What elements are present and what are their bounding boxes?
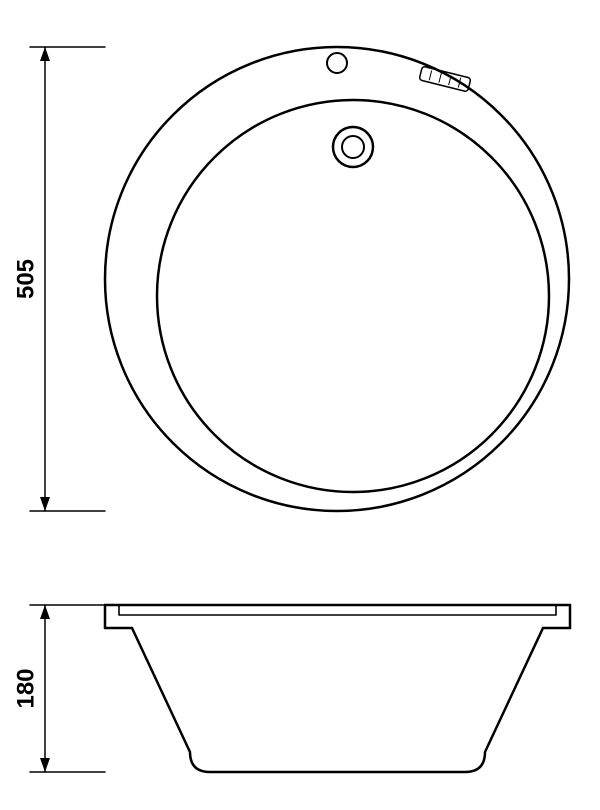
top-view — [105, 47, 569, 511]
side-view — [105, 605, 570, 772]
technical-drawing: 505 180 — [0, 0, 600, 810]
dimension-label: 180 — [12, 668, 39, 708]
dimension-label: 505 — [12, 259, 39, 299]
